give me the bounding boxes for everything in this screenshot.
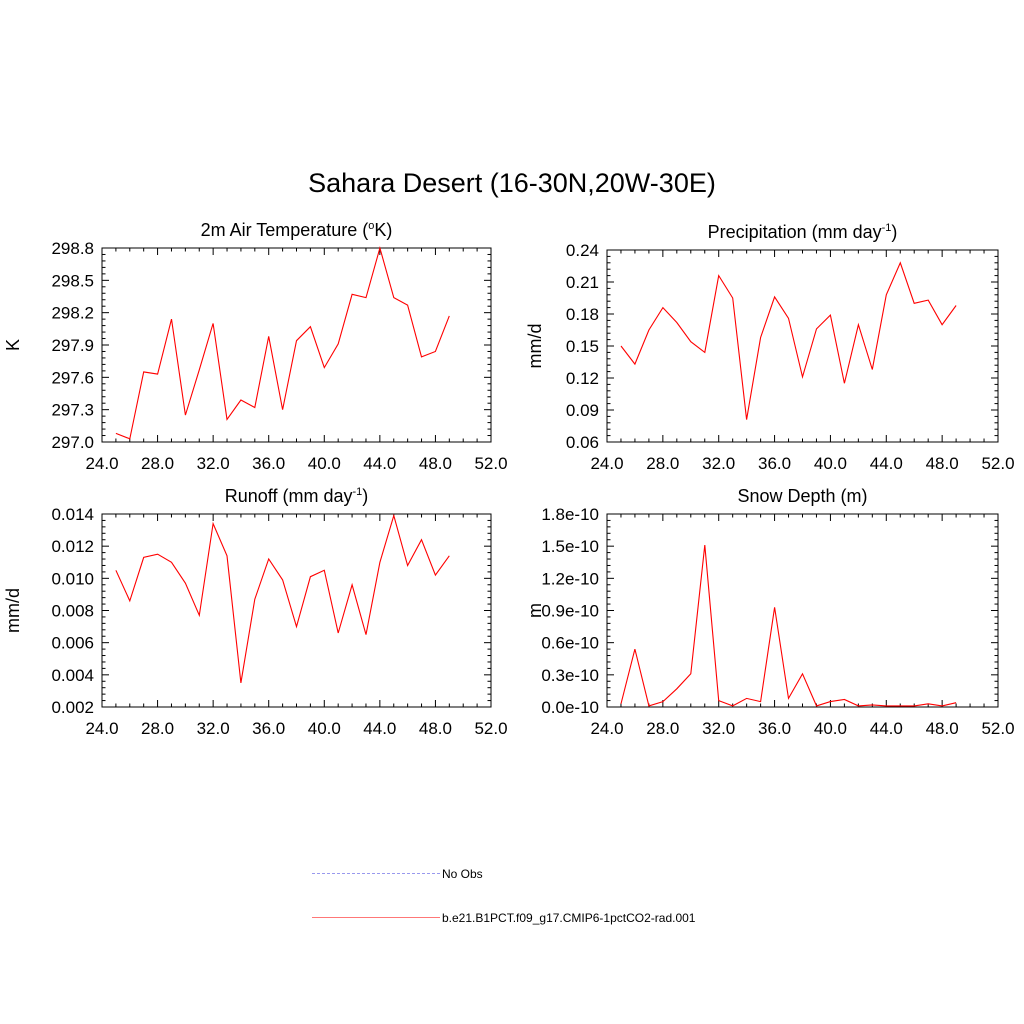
series-line	[620, 261, 957, 420]
x-tick-label: 32.0	[702, 719, 735, 738]
y-tick-label: 0.0e-10	[541, 698, 599, 717]
x-tick-label: 36.0	[758, 719, 791, 738]
panel-title: 2m Air Temperature (oK)	[201, 220, 393, 240]
y-tick-label: 0.014	[51, 505, 94, 524]
y-tick-label: 297.9	[51, 336, 94, 355]
series-line	[620, 545, 957, 707]
y-tick-label: 0.12	[566, 369, 599, 388]
y-tick-label: 297.3	[51, 401, 94, 420]
x-tick-label: 48.0	[926, 454, 959, 473]
x-tick-label: 52.0	[474, 454, 507, 473]
chart-panel-4: Snow Depth (m) m 24.0 28.0 32.0 36.0 40.0 44.0 4…	[525, 486, 1015, 738]
x-tick-label: 28.0	[646, 454, 679, 473]
y-tick-label: 1.2e-10	[541, 569, 599, 588]
x-tick-label: 48.0	[419, 719, 452, 738]
y-tick-label: 0.9e-10	[541, 602, 599, 621]
y-tick-label: 0.3e-10	[541, 666, 599, 685]
y-axis-label: K	[3, 339, 23, 351]
legend-swatch-no-obs	[312, 873, 440, 875]
y-tick-label: 297.6	[51, 368, 94, 387]
plot-frame	[606, 249, 999, 443]
plot-frame	[606, 513, 999, 708]
x-tick-label: 44.0	[363, 454, 396, 473]
x-tick-label: 28.0	[141, 719, 174, 738]
legend-label-model: b.e21.B1PCT.f09_g17.CMIP6-1pctCO2-rad.00…	[442, 910, 696, 925]
x-tick-label: 40.0	[308, 719, 341, 738]
x-tick-label: 36.0	[252, 719, 285, 738]
x-tick-label: 52.0	[474, 719, 507, 738]
y-tick-label: 298.5	[51, 271, 94, 290]
panel-title: Precipitation (mm day-1)	[708, 222, 898, 242]
y-tick-label: 0.008	[51, 602, 94, 621]
legend-swatch-model	[312, 917, 440, 919]
chart-panel-1: 2m Air Temperature (oK) K 24.0 28.0 32.0 36.0…	[3, 220, 508, 473]
y-axis-label: mm/d	[3, 588, 23, 633]
panel-title: Runoff (mm day-1)	[225, 486, 369, 506]
y-tick-label: 0.24	[566, 241, 599, 260]
x-tick-label: 44.0	[363, 719, 396, 738]
x-tick-label: 32.0	[702, 454, 735, 473]
chart-panel-3: Runoff (mm day-1) mm/d 24.0 28.0 32.0 36.0 40.…	[3, 486, 508, 738]
y-tick-label: 0.6e-10	[541, 634, 599, 653]
x-tick-label: 24.0	[85, 454, 118, 473]
panel-title: Snow Depth (m)	[737, 486, 867, 506]
x-tick-label: 44.0	[870, 719, 903, 738]
x-tick-label: 36.0	[758, 454, 791, 473]
series-line	[115, 513, 450, 683]
y-tick-label: 0.012	[51, 537, 94, 556]
y-tick-label: 0.004	[51, 666, 94, 685]
y-tick-label: 0.006	[51, 634, 94, 653]
x-tick-label: 24.0	[590, 454, 623, 473]
x-tick-label: 32.0	[197, 454, 230, 473]
x-tick-label: 40.0	[814, 719, 847, 738]
y-tick-label: 1.5e-10	[541, 537, 599, 556]
legend-item-model: b.e21.B1PCT.f09_g17.CMIP6-1pctCO2-rad.00…	[312, 910, 732, 925]
y-tick-label: 0.010	[51, 569, 94, 588]
y-axis-label: mm/d	[525, 324, 545, 369]
legend-label-no-obs: No Obs	[442, 866, 483, 881]
y-tick-label: 297.0	[51, 433, 94, 452]
legend-item-no-obs: No Obs	[312, 866, 732, 881]
y-tick-label: 0.18	[566, 305, 599, 324]
y-tick-label: 0.06	[566, 433, 599, 452]
series-line	[115, 245, 450, 440]
y-tick-label: 0.002	[51, 698, 94, 717]
x-tick-label: 24.0	[590, 719, 623, 738]
y-tick-label: 298.8	[51, 239, 94, 258]
x-tick-label: 32.0	[197, 719, 230, 738]
main-title: Sahara Desert (16-30N,20W-30E)	[308, 168, 716, 198]
x-tick-label: 44.0	[870, 454, 903, 473]
x-tick-label: 24.0	[85, 719, 118, 738]
x-tick-label: 40.0	[308, 454, 341, 473]
chart-panel-2: Precipitation (mm day-1) mm/d 24.0 28.0 32.0…	[525, 222, 1015, 473]
x-tick-label: 48.0	[926, 719, 959, 738]
y-tick-label: 298.2	[51, 304, 94, 323]
plot-frame	[101, 247, 492, 443]
x-tick-label: 28.0	[141, 454, 174, 473]
plot-frame	[101, 513, 492, 708]
x-tick-label: 52.0	[981, 719, 1014, 738]
y-axis-label: m	[525, 603, 545, 618]
x-tick-label: 36.0	[252, 454, 285, 473]
y-tick-label: 0.09	[566, 401, 599, 420]
x-tick-label: 52.0	[981, 454, 1014, 473]
y-tick-label: 1.8e-10	[541, 505, 599, 524]
y-tick-label: 0.15	[566, 337, 599, 356]
x-tick-label: 40.0	[814, 454, 847, 473]
x-tick-label: 28.0	[646, 719, 679, 738]
x-tick-label: 48.0	[419, 454, 452, 473]
y-tick-label: 0.21	[566, 273, 599, 292]
